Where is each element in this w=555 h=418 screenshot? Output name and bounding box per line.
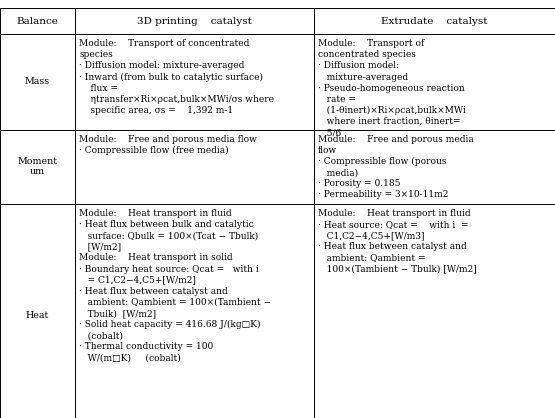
Text: Module:    Transport of
concentrated species
· Diffusion model:
   mixture-avera: Module: Transport of concentrated specie…: [318, 39, 466, 137]
Text: Module:    Heat transport in fluid
· Heat source: Qcat =    with i  =
   C1,C2−4: Module: Heat transport in fluid · Heat s…: [318, 209, 477, 273]
Text: Module:    Transport of concentrated
species
· Diffusion model: mixture-averaged: Module: Transport of concentrated specie…: [79, 39, 274, 115]
Text: Extrudate    catalyst: Extrudate catalyst: [381, 17, 487, 26]
Text: Module:    Heat transport in fluid
· Heat flux between bulk and catalytic
   sur: Module: Heat transport in fluid · Heat f…: [79, 209, 271, 362]
Text: Heat: Heat: [26, 311, 49, 320]
Text: 3D printing    catalyst: 3D printing catalyst: [137, 17, 251, 26]
Text: Module:    Free and porous media flow
· Compressible flow (free media): Module: Free and porous media flow · Com…: [79, 135, 257, 155]
Text: Balance: Balance: [17, 17, 58, 26]
Text: Moment
um: Moment um: [17, 157, 58, 176]
Text: Module:    Free and porous media
flow
· Compressible flow (porous
   media)
· Po: Module: Free and porous media flow · Com…: [318, 135, 474, 199]
Text: Mass: Mass: [25, 77, 50, 87]
